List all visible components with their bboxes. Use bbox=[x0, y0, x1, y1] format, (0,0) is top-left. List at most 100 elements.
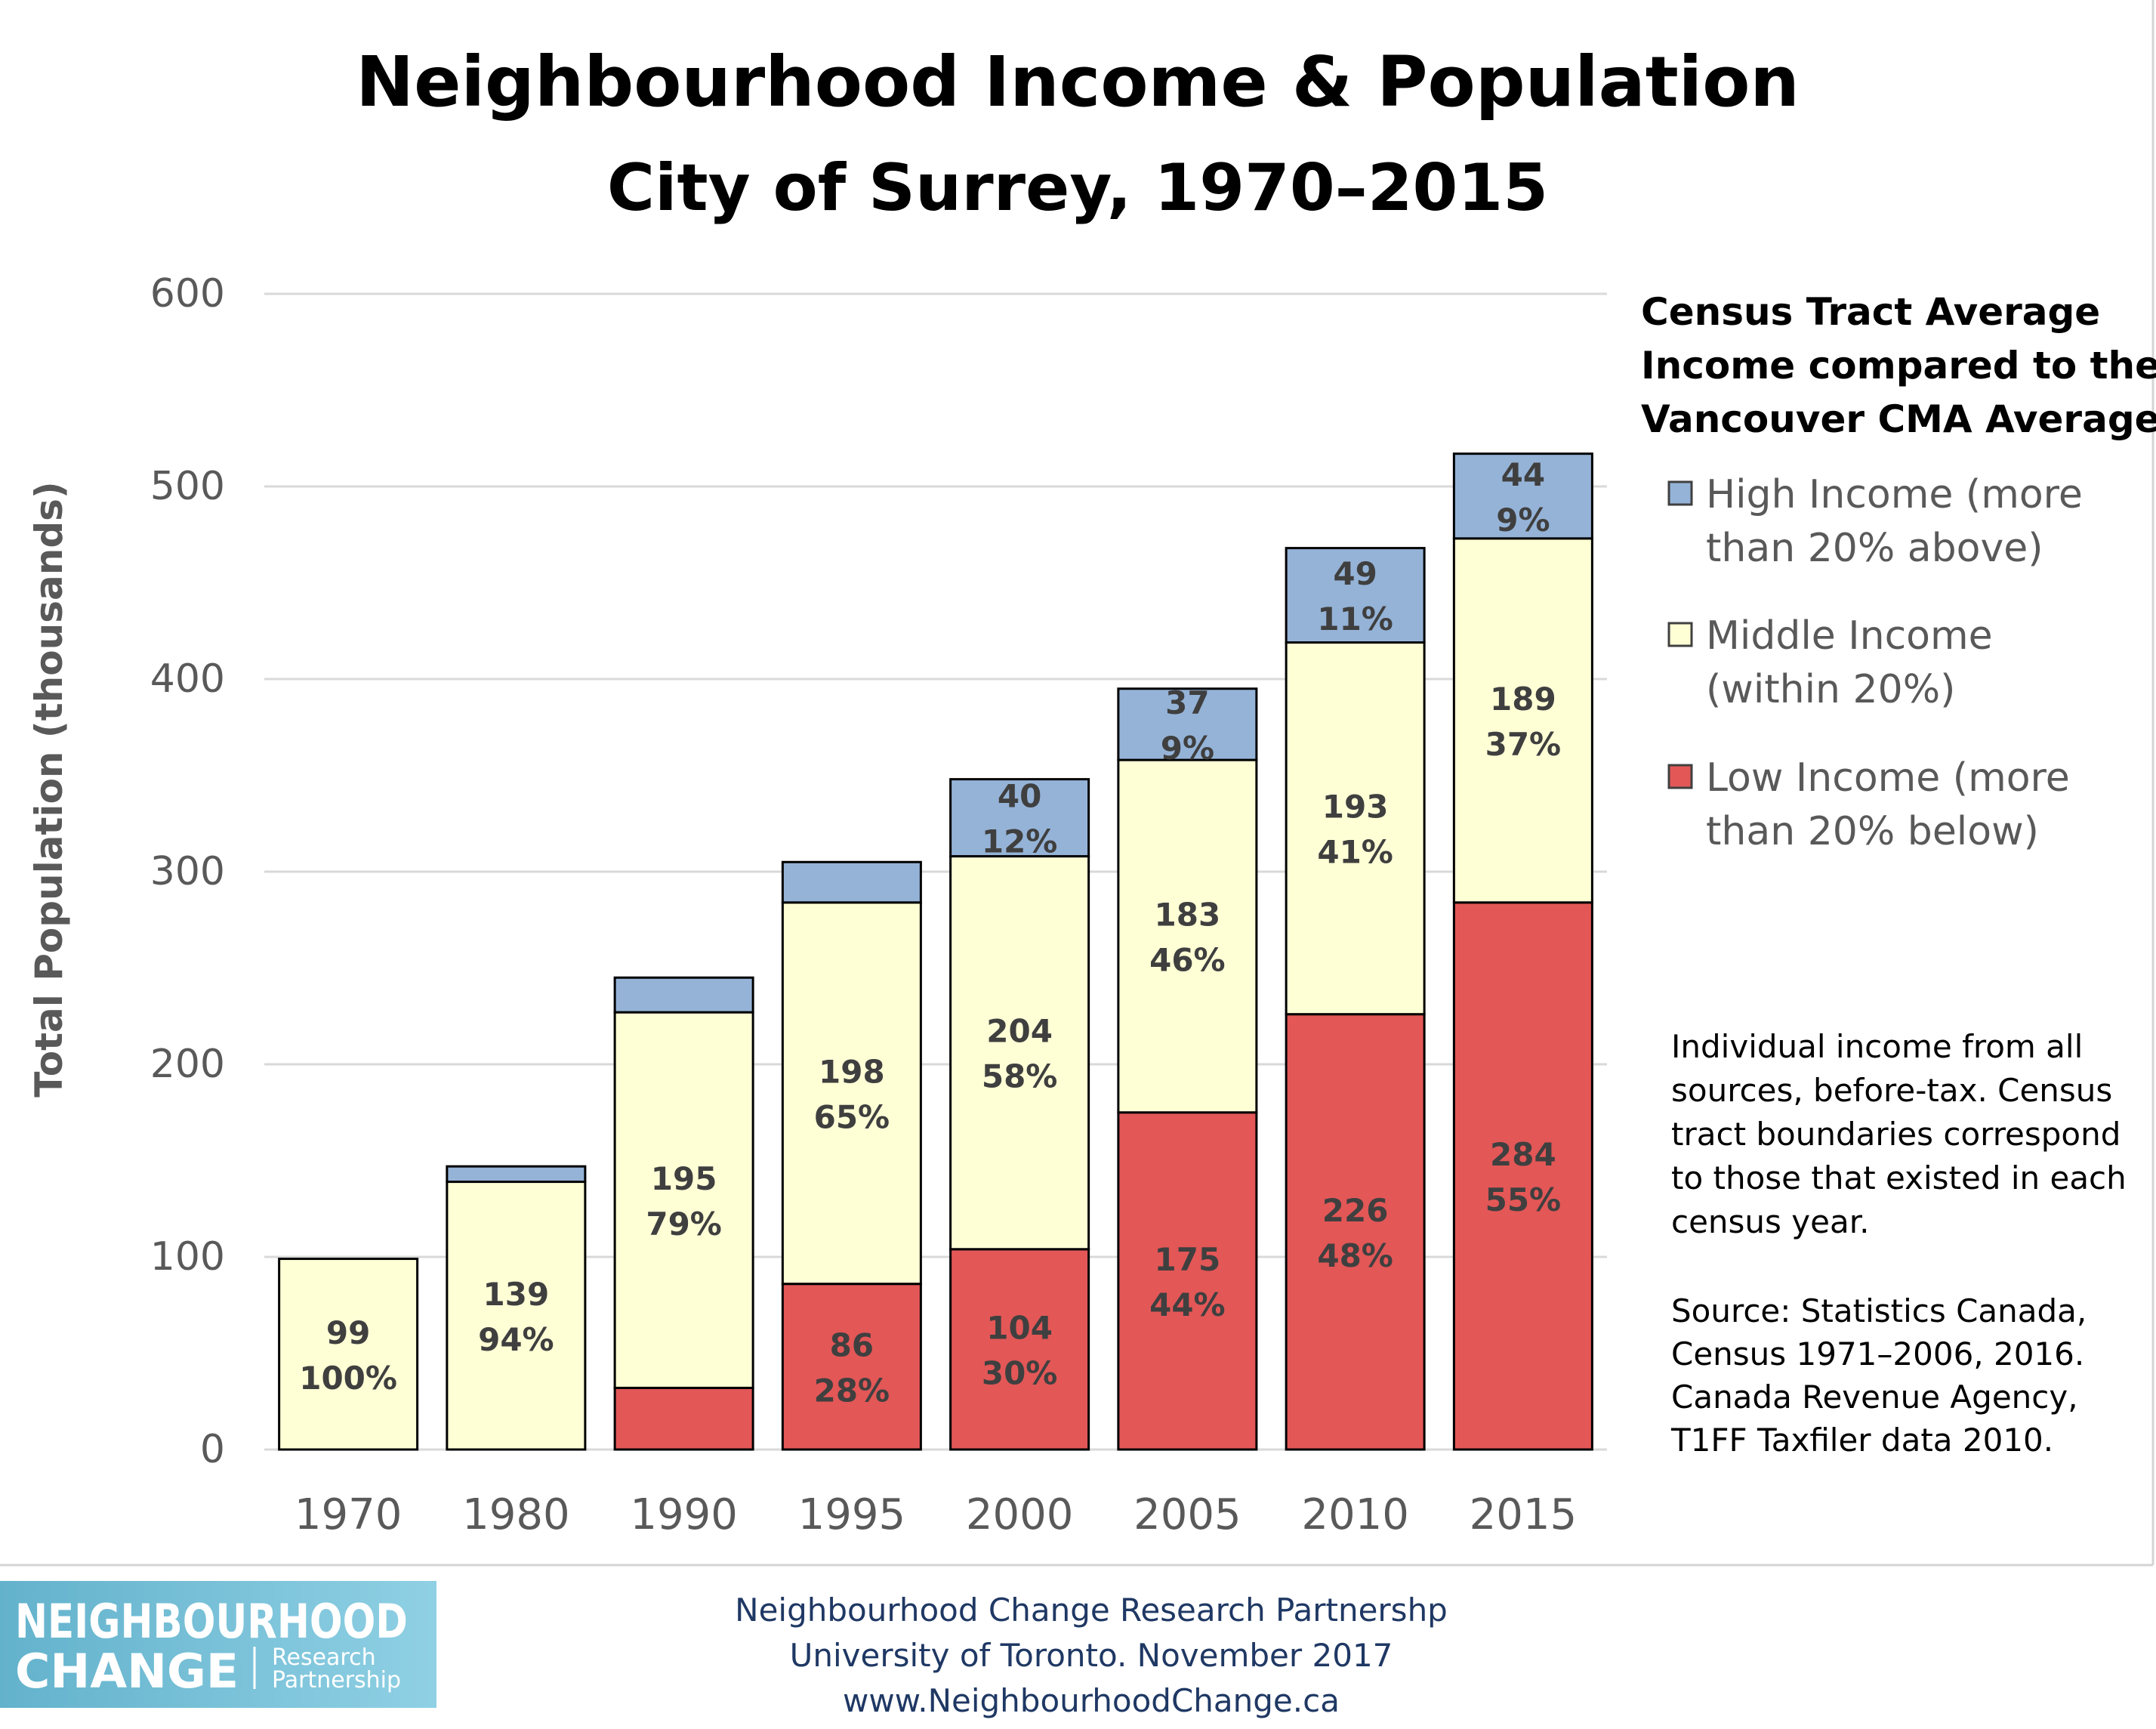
source-note-line-1: Census 1971–2006, 2016. bbox=[1671, 1335, 2084, 1372]
logo-line-1: NEIGHBOURHOOD bbox=[15, 1594, 408, 1649]
x-tick-1990: 1990 bbox=[630, 1490, 738, 1539]
data-label-2005-0-1: 44% bbox=[1149, 1286, 1226, 1323]
footer-line-1: University of Toronto. November 2017 bbox=[790, 1637, 1393, 1674]
data-label-1995-0-0: 86 bbox=[830, 1326, 874, 1363]
legend-label-0-1: than 20% above) bbox=[1706, 526, 2043, 571]
data-label-2000-1-0: 204 bbox=[986, 1013, 1053, 1050]
chart-title: Neighbourhood Income & Population bbox=[356, 42, 1800, 122]
data-label-2000-2-1: 12% bbox=[982, 823, 1058, 860]
method-note-line-3: to those that existed in each bbox=[1671, 1159, 2127, 1196]
data-label-2000-2-0: 40 bbox=[998, 778, 1041, 815]
x-tick-2005: 2005 bbox=[1134, 1490, 1241, 1539]
bar-2010-middle-income bbox=[1285, 641, 1426, 1016]
bar-1980-middle-income bbox=[446, 1181, 587, 1451]
legend-title-line-0: Census Tract Average bbox=[1641, 290, 2100, 334]
data-label-2005-0-0: 175 bbox=[1155, 1241, 1221, 1278]
y-tick-200: 200 bbox=[150, 1042, 225, 1087]
bar-2015-high-income bbox=[1452, 452, 1593, 540]
bar-2000-low-income bbox=[949, 1248, 1090, 1451]
bar-2010-high-income bbox=[1285, 547, 1426, 644]
legend-swatch-0 bbox=[1667, 480, 1693, 506]
bar-1990-high-income bbox=[613, 976, 754, 1014]
data-label-2015-2-0: 44 bbox=[1501, 456, 1545, 493]
data-label-1970-1-1: 100% bbox=[299, 1360, 397, 1397]
bar-1980-high-income bbox=[446, 1165, 587, 1184]
bar-1990-low-income bbox=[613, 1386, 754, 1451]
legend-label-1-0: Middle Income bbox=[1706, 613, 1993, 659]
bar-1970-middle-income bbox=[278, 1258, 419, 1451]
x-tick-1970: 1970 bbox=[295, 1490, 403, 1539]
data-label-2005-1-1: 46% bbox=[1149, 941, 1226, 978]
data-label-1970-1-0: 99 bbox=[326, 1314, 370, 1351]
x-tick-2010: 2010 bbox=[1301, 1490, 1409, 1539]
y-tick-100: 100 bbox=[150, 1234, 225, 1280]
data-label-1990-1-1: 79% bbox=[646, 1206, 722, 1243]
data-label-1980-1-1: 94% bbox=[478, 1321, 554, 1358]
bar-2015-middle-income bbox=[1452, 537, 1593, 904]
legend-swatch-2 bbox=[1667, 764, 1693, 789]
footer-line-0: Neighbourhood Change Research Partnershp bbox=[735, 1592, 1448, 1629]
data-label-2010-1-0: 193 bbox=[1322, 789, 1389, 826]
data-label-2010-0-1: 48% bbox=[1317, 1237, 1393, 1274]
x-tick-labels: 1970 1980 1990 1995 2000 2005 2010 2015 bbox=[295, 1490, 1577, 1539]
data-label-2000-0-1: 30% bbox=[982, 1354, 1058, 1391]
y-axis-title: Total Population (thousands) bbox=[27, 481, 71, 1097]
legend-title-line-2: Vancouver CMA Average bbox=[1641, 397, 2156, 441]
data-label-2015-0-1: 55% bbox=[1485, 1181, 1562, 1218]
chart-notes: Individual income from all sources, befor… bbox=[1670, 1028, 2127, 1459]
method-note-line-2: tract boundaries correspond bbox=[1671, 1116, 2121, 1153]
bars: 99 100% 139 94% 195 79% 86 28% 198 65% 104 30% 204 58… bbox=[278, 452, 1593, 1451]
bar-1995-middle-income bbox=[781, 901, 922, 1286]
data-label-1980-1-0: 139 bbox=[483, 1276, 550, 1313]
logo-line-2: CHANGE bbox=[15, 1644, 239, 1699]
data-label-2015-1-0: 189 bbox=[1490, 681, 1556, 718]
logo-sub-1: Research bbox=[272, 1644, 376, 1671]
y-tick-500: 500 bbox=[150, 464, 225, 509]
legend-label-0-0: High Income (more bbox=[1706, 472, 2083, 517]
data-label-2005-2-1: 9% bbox=[1161, 730, 1214, 767]
logo-background bbox=[0, 1581, 436, 1708]
data-label-2000-1-1: 58% bbox=[982, 1058, 1058, 1095]
y-tick-600: 600 bbox=[150, 271, 225, 316]
chart-subtitle: City of Surrey, 1970–2015 bbox=[607, 150, 1548, 226]
data-label-2015-1-1: 37% bbox=[1485, 726, 1562, 763]
data-label-1995-0-1: 28% bbox=[814, 1372, 890, 1409]
legend-label-1-1: (within 20%) bbox=[1706, 667, 1955, 712]
y-tick-300: 300 bbox=[150, 849, 225, 894]
bar-1995-high-income bbox=[781, 860, 922, 904]
data-label-2010-0-0: 226 bbox=[1322, 1192, 1389, 1229]
legend-title-line-1: Income compared to the bbox=[1641, 344, 2156, 387]
data-label-2010-2-1: 11% bbox=[1317, 601, 1393, 638]
y-tick-labels: 0 100 200 300 400 500 600 bbox=[150, 271, 225, 1472]
x-tick-1980: 1980 bbox=[462, 1490, 570, 1539]
source-note-line-2: Canada Revenue Agency, bbox=[1671, 1379, 2078, 1416]
footer: Neighbourhood Change Research Partnershp… bbox=[735, 1592, 1448, 1719]
x-tick-2000: 2000 bbox=[966, 1490, 1074, 1539]
data-label-2010-2-0: 49 bbox=[1333, 555, 1377, 592]
neighbourhood-change-logo: NEIGHBOURHOOD CHANGE Research Partnershi… bbox=[0, 1581, 436, 1708]
bar-2010-low-income bbox=[1285, 1013, 1426, 1451]
legend-swatch-1 bbox=[1667, 622, 1693, 647]
data-label-2010-1-1: 41% bbox=[1317, 834, 1393, 871]
bar-2005-high-income bbox=[1117, 687, 1258, 761]
bar-2000-middle-income bbox=[949, 855, 1090, 1251]
data-label-1995-1-1: 65% bbox=[814, 1098, 890, 1135]
bar-1995-low-income bbox=[781, 1283, 922, 1451]
data-label-1995-1-0: 198 bbox=[819, 1053, 885, 1090]
data-label-1990-1-0: 195 bbox=[651, 1160, 717, 1197]
method-note-line-0: Individual income from all bbox=[1671, 1028, 2083, 1065]
y-tick-400: 400 bbox=[150, 656, 225, 702]
x-tick-2015: 2015 bbox=[1470, 1490, 1578, 1539]
source-note-line-0: Source: Statistics Canada, bbox=[1671, 1292, 2087, 1329]
logo-sub-2: Partnership bbox=[272, 1667, 401, 1693]
y-tick-0: 0 bbox=[200, 1427, 225, 1472]
legend-label-2-0: Low Income (more bbox=[1706, 755, 2070, 801]
method-note-line-4: census year. bbox=[1671, 1203, 1869, 1240]
x-tick-1995: 1995 bbox=[798, 1490, 906, 1539]
data-label-2000-0-0: 104 bbox=[986, 1309, 1053, 1346]
data-label-2015-2-1: 9% bbox=[1496, 502, 1550, 539]
data-label-2015-0-0: 284 bbox=[1490, 1136, 1556, 1173]
source-note-line-3: T1FF Taxfiler data 2010. bbox=[1670, 1422, 2053, 1459]
data-label-2005-2-0: 37 bbox=[1165, 684, 1209, 721]
